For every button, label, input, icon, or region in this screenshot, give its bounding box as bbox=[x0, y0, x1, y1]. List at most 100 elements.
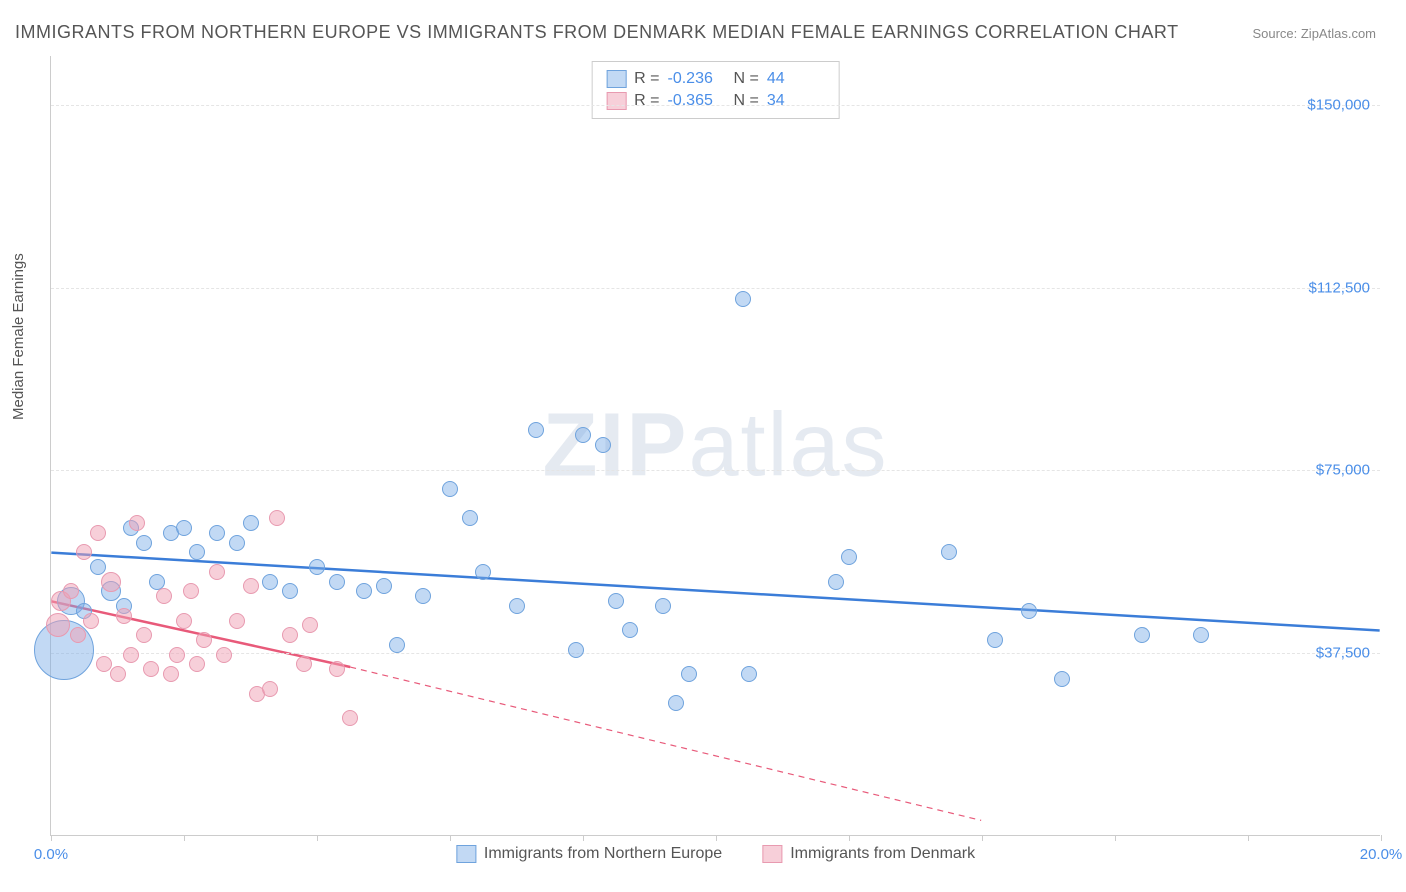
x-tick-label: 0.0% bbox=[34, 846, 68, 863]
data-point bbox=[70, 627, 86, 643]
data-point bbox=[216, 647, 232, 663]
gridline bbox=[51, 653, 1380, 654]
data-point bbox=[356, 583, 372, 599]
data-point bbox=[302, 617, 318, 633]
data-point bbox=[156, 588, 172, 604]
data-point bbox=[389, 637, 405, 653]
y-tick-label: $150,000 bbox=[1307, 96, 1370, 113]
gridline bbox=[51, 105, 1380, 106]
legend-item: Immigrants from Denmark bbox=[762, 845, 975, 863]
data-point bbox=[575, 427, 591, 443]
data-point bbox=[269, 510, 285, 526]
data-point bbox=[1054, 671, 1070, 687]
data-point bbox=[229, 613, 245, 629]
data-point bbox=[329, 661, 345, 677]
n-label: N = bbox=[734, 92, 759, 110]
data-point bbox=[46, 613, 70, 637]
data-point bbox=[110, 666, 126, 682]
r-label: R = bbox=[634, 92, 659, 110]
data-point bbox=[176, 520, 192, 536]
data-point bbox=[415, 588, 431, 604]
data-point bbox=[828, 574, 844, 590]
legend-label: Immigrants from Northern Europe bbox=[484, 845, 722, 863]
series-legend: Immigrants from Northern Europe Immigrant… bbox=[456, 845, 975, 863]
data-point bbox=[442, 481, 458, 497]
data-point bbox=[681, 666, 697, 682]
data-point bbox=[116, 608, 132, 624]
legend-label: Immigrants from Denmark bbox=[790, 845, 975, 863]
watermark-bold: ZIP bbox=[542, 395, 688, 495]
data-point bbox=[1021, 603, 1037, 619]
data-point bbox=[83, 613, 99, 629]
data-point bbox=[608, 593, 624, 609]
data-point bbox=[668, 695, 684, 711]
data-point bbox=[196, 632, 212, 648]
gridline bbox=[51, 470, 1380, 471]
data-point bbox=[229, 535, 245, 551]
data-point bbox=[309, 559, 325, 575]
x-tick bbox=[583, 835, 584, 841]
data-point bbox=[941, 544, 957, 560]
data-point bbox=[90, 559, 106, 575]
data-point bbox=[376, 578, 392, 594]
x-tick bbox=[1381, 835, 1382, 841]
data-point bbox=[329, 574, 345, 590]
data-point bbox=[243, 578, 259, 594]
data-point bbox=[149, 574, 165, 590]
data-point bbox=[76, 544, 92, 560]
data-point bbox=[987, 632, 1003, 648]
data-point bbox=[90, 525, 106, 541]
chart-title: IMMIGRANTS FROM NORTHERN EUROPE VS IMMIG… bbox=[15, 22, 1179, 43]
n-value: 44 bbox=[767, 70, 825, 88]
n-label: N = bbox=[734, 70, 759, 88]
y-tick-label: $75,000 bbox=[1316, 462, 1370, 479]
data-point bbox=[169, 647, 185, 663]
x-tick-label: 20.0% bbox=[1360, 846, 1403, 863]
data-point bbox=[655, 598, 671, 614]
data-point bbox=[63, 583, 79, 599]
data-point bbox=[183, 583, 199, 599]
r-value: -0.365 bbox=[668, 92, 726, 110]
data-point bbox=[462, 510, 478, 526]
data-point bbox=[143, 661, 159, 677]
data-point bbox=[475, 564, 491, 580]
y-tick-label: $37,500 bbox=[1316, 645, 1370, 662]
x-tick bbox=[1248, 835, 1249, 841]
data-point bbox=[209, 525, 225, 541]
n-value: 34 bbox=[767, 92, 825, 110]
r-label: R = bbox=[634, 70, 659, 88]
chart-plot-area: ZIPatlas R = -0.236N = 44R = -0.365N = 3… bbox=[50, 56, 1380, 836]
data-point bbox=[735, 291, 751, 307]
data-point bbox=[528, 422, 544, 438]
x-tick bbox=[184, 835, 185, 841]
data-point bbox=[262, 574, 278, 590]
source-attribution: Source: ZipAtlas.com bbox=[1252, 26, 1376, 41]
x-tick bbox=[982, 835, 983, 841]
data-point bbox=[595, 437, 611, 453]
data-point bbox=[176, 613, 192, 629]
data-point bbox=[129, 515, 145, 531]
data-point bbox=[841, 549, 857, 565]
data-point bbox=[243, 515, 259, 531]
stats-row: R = -0.236N = 44 bbox=[606, 68, 825, 90]
series-swatch bbox=[606, 70, 626, 88]
data-point bbox=[296, 656, 312, 672]
data-point bbox=[189, 656, 205, 672]
x-tick bbox=[51, 835, 52, 841]
data-point bbox=[101, 572, 121, 592]
x-tick bbox=[450, 835, 451, 841]
y-tick-label: $112,500 bbox=[1309, 279, 1370, 296]
data-point bbox=[509, 598, 525, 614]
series-swatch bbox=[606, 92, 626, 110]
data-point bbox=[136, 535, 152, 551]
data-point bbox=[136, 627, 152, 643]
legend-swatch bbox=[456, 845, 476, 863]
gridline bbox=[51, 288, 1380, 289]
x-tick bbox=[1115, 835, 1116, 841]
x-tick bbox=[317, 835, 318, 841]
correlation-stats-box: R = -0.236N = 44R = -0.365N = 34 bbox=[591, 61, 840, 119]
x-tick bbox=[716, 835, 717, 841]
watermark-light: atlas bbox=[688, 395, 888, 495]
trend-lines-layer bbox=[51, 56, 1380, 835]
data-point bbox=[741, 666, 757, 682]
